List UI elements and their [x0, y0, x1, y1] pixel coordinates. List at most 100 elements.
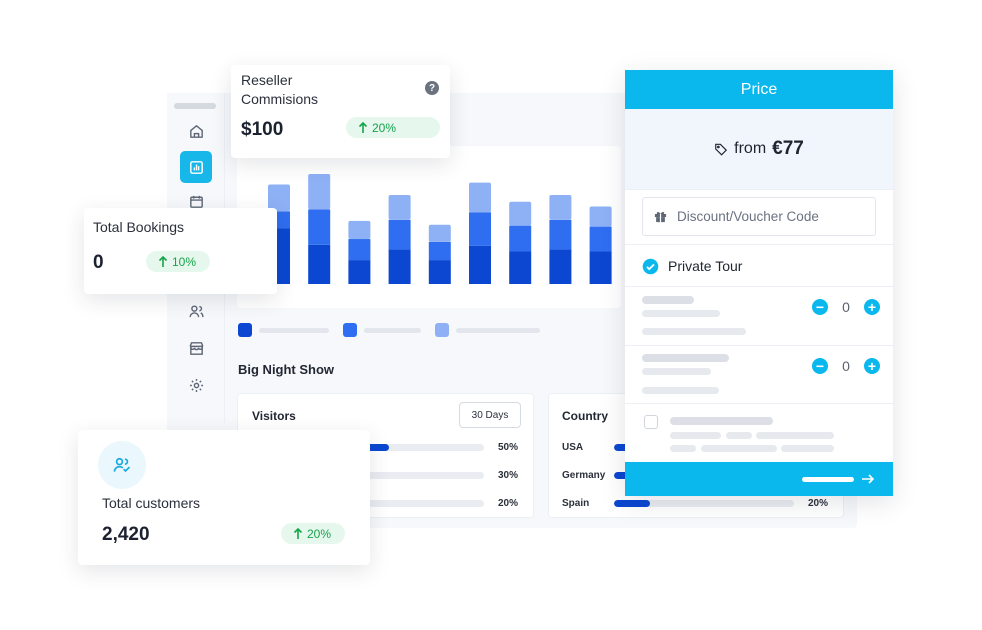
help-icon[interactable]: ?: [425, 81, 439, 95]
legend-label-placeholder: [259, 328, 329, 333]
bar-segment-6-1: [469, 245, 491, 284]
ticket-price-placeholder: [642, 310, 720, 317]
reseller-commissions-card: Reseller Commisions ? $100 20%: [231, 65, 450, 158]
country-title: Country: [562, 409, 608, 423]
card-title: Reseller Commisions: [241, 71, 318, 109]
bar-segment-3-3: [348, 220, 371, 240]
sidebar-item-calendar[interactable]: [180, 185, 212, 217]
increment-button[interactable]: +: [864, 358, 880, 374]
gift-icon: [654, 211, 667, 223]
voucher-placeholder: Discount/Voucher Code: [677, 209, 819, 224]
visitors-pct: 50%: [498, 442, 519, 453]
tag-icon: [715, 143, 728, 156]
arrow-up-icon: [358, 121, 368, 133]
calendar-icon: [189, 195, 203, 208]
terms-placeholder: [781, 445, 834, 452]
ticket-name-placeholder: [642, 296, 694, 304]
sidebar-item-analytics[interactable]: [180, 151, 212, 183]
sidebar-item-store[interactable]: [180, 332, 212, 364]
quantity-value: 0: [842, 358, 850, 374]
quantity-value: 0: [842, 299, 850, 315]
country-label: Spain: [562, 498, 590, 509]
country-progress-fill: [614, 500, 650, 507]
stacked-bar-chart: [237, 146, 621, 308]
ticket-name-placeholder: [642, 354, 729, 362]
card-title: Total customers: [102, 495, 201, 511]
change-value: 20%: [372, 120, 397, 135]
price-summary: from €77: [625, 109, 893, 190]
from-label: from: [734, 140, 767, 157]
section-title: Big Night Show: [238, 362, 335, 377]
arrow-up-icon: [293, 527, 303, 539]
arrow-up-icon: [158, 255, 168, 267]
sidebar-item-home[interactable]: [180, 115, 212, 147]
ticket-desc-placeholder: [642, 387, 719, 394]
bar-segment-7-2: [509, 225, 532, 252]
date-range-button[interactable]: 30 Days: [459, 402, 521, 428]
chart-canvas: [268, 174, 612, 284]
user-check-icon: [113, 457, 131, 473]
agree-checkbox[interactable]: [644, 415, 658, 429]
customers-icon-badge: [98, 441, 146, 489]
bar-segment-2-3: [308, 174, 331, 210]
private-tour-label: Private Tour: [668, 258, 743, 274]
increment-button[interactable]: +: [864, 299, 880, 315]
card-value: 2,420: [102, 524, 150, 545]
bar-segment-4-3: [388, 195, 411, 220]
bar-segment-7-1: [509, 251, 532, 284]
visitors-pct: 20%: [498, 498, 519, 509]
home-icon: [189, 124, 203, 138]
gear-icon: [189, 378, 203, 392]
price-panel: Price from €77 Discount/Voucher Code Pri…: [625, 70, 893, 496]
bar-segment-8-1: [549, 249, 572, 284]
chart-icon: [189, 160, 203, 174]
sidebar-item-users[interactable]: [180, 295, 212, 327]
ticket-price-placeholder: [642, 368, 711, 375]
bar-segment-1-3: [268, 184, 290, 212]
bar-segment-6-3: [469, 182, 491, 213]
voucher-code-input[interactable]: Discount/Voucher Code: [642, 197, 876, 236]
country-pct: 20%: [808, 498, 829, 509]
bar-segment-9-2: [589, 226, 612, 252]
terms-placeholder: [670, 417, 773, 425]
users-icon: [188, 304, 204, 317]
bar-segment-9-1: [589, 251, 612, 284]
card-value: $100: [241, 119, 284, 140]
country-label: Germany: [562, 470, 606, 481]
continue-button[interactable]: [625, 462, 893, 496]
legend-swatch-light: [435, 323, 449, 337]
bar-segment-5-2: [428, 241, 451, 261]
quantity-stepper: − 0 +: [812, 299, 880, 315]
terms-placeholder: [670, 432, 721, 439]
change-badge: 10%: [146, 251, 210, 272]
country-label: USA: [562, 442, 584, 453]
country-progress-bar: [614, 500, 794, 507]
sidebar-item-settings[interactable]: [180, 369, 212, 401]
decrement-button[interactable]: −: [812, 358, 828, 374]
card-title-line1: Reseller: [241, 72, 293, 88]
change-value: 20%: [307, 526, 332, 541]
change-badge: 20%: [281, 523, 345, 544]
legend-label-placeholder: [456, 328, 540, 333]
terms-placeholder: [701, 445, 777, 452]
legend-label-placeholder: [364, 328, 421, 333]
ticket-desc-placeholder: [642, 328, 746, 335]
check-circle-icon: [642, 258, 659, 274]
change-value: 10%: [172, 254, 197, 269]
bar-segment-3-1: [348, 260, 371, 284]
legend-swatch-mid: [343, 323, 357, 337]
store-icon: [188, 341, 204, 355]
bar-segment-8-3: [549, 195, 572, 220]
visitors-pct: 30%: [498, 470, 519, 481]
bar-segment-6-2: [469, 212, 491, 246]
decrement-button[interactable]: −: [812, 299, 828, 315]
sidebar-logo-placeholder: [174, 103, 216, 109]
card-value: 0: [93, 252, 104, 273]
terms-placeholder: [756, 432, 834, 439]
bar-segment-8-2: [549, 219, 572, 250]
total-bookings-card: Total Bookings 0 10%: [84, 208, 277, 294]
bar-segment-5-1: [428, 260, 451, 284]
total-customers-card: Total customers 2,420 20%: [78, 430, 370, 565]
bar-segment-5-3: [428, 224, 451, 242]
private-tour-option[interactable]: Private Tour: [642, 257, 742, 275]
